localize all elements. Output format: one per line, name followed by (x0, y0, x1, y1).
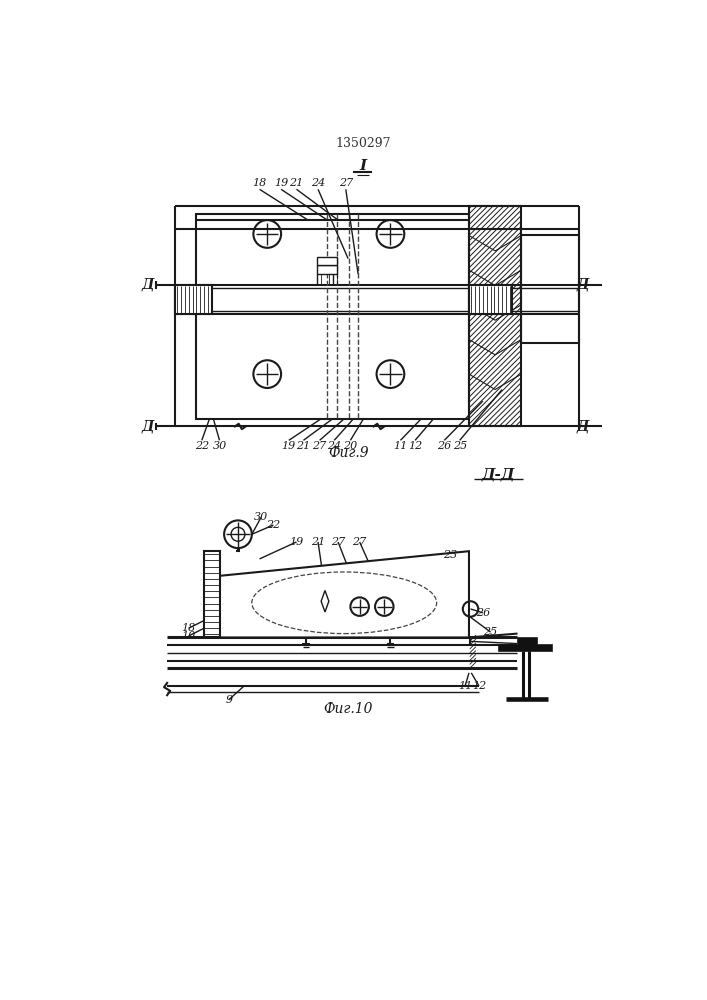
Text: 18: 18 (252, 178, 267, 188)
Text: Д: Д (577, 419, 589, 433)
Bar (469, 285, 512, 314)
Text: 21: 21 (311, 537, 325, 547)
Text: 11: 11 (393, 441, 407, 451)
Text: 27: 27 (312, 441, 327, 451)
Text: 18: 18 (182, 623, 196, 633)
Text: 19: 19 (289, 537, 303, 547)
Text: 10: 10 (182, 631, 196, 641)
Text: 27: 27 (331, 537, 345, 547)
Bar (469, 206, 521, 426)
Text: Фиг.10: Фиг.10 (323, 702, 373, 716)
Text: 21: 21 (289, 178, 303, 188)
Text: 20: 20 (344, 441, 358, 451)
Text: 21: 21 (296, 441, 310, 451)
Text: 22: 22 (194, 441, 209, 451)
Text: 27: 27 (353, 537, 367, 547)
Text: 9: 9 (226, 695, 233, 705)
Text: Д: Д (141, 278, 154, 292)
Text: Фиг.9: Фиг.9 (328, 446, 368, 460)
Text: 19: 19 (274, 178, 288, 188)
Polygon shape (321, 590, 329, 612)
Bar (521, 235, 579, 343)
Text: 12: 12 (472, 681, 486, 691)
Bar (204, 551, 219, 637)
Text: 12: 12 (408, 441, 422, 451)
Text: 26: 26 (476, 608, 490, 618)
Text: I: I (359, 159, 366, 173)
Text: 19: 19 (281, 441, 296, 451)
Text: 30: 30 (212, 441, 227, 451)
Polygon shape (219, 551, 469, 637)
Text: 22: 22 (267, 520, 281, 530)
Text: 1350297: 1350297 (335, 137, 390, 150)
Text: 24: 24 (311, 178, 325, 188)
Bar (175, 285, 212, 314)
Text: Д: Д (577, 278, 589, 292)
Text: 25: 25 (484, 627, 498, 637)
Text: 23: 23 (443, 550, 457, 560)
Bar (317, 257, 337, 265)
Text: Д-Д: Д-Д (481, 467, 515, 481)
Text: Д: Д (141, 419, 154, 433)
Bar (317, 265, 337, 274)
Text: 25: 25 (452, 441, 467, 451)
Text: 26: 26 (437, 441, 452, 451)
Text: 11: 11 (458, 681, 472, 691)
Text: 27: 27 (339, 178, 353, 188)
Text: 30: 30 (254, 512, 268, 522)
Text: 24: 24 (327, 441, 341, 451)
Bar (197, 214, 469, 419)
Polygon shape (498, 637, 552, 651)
